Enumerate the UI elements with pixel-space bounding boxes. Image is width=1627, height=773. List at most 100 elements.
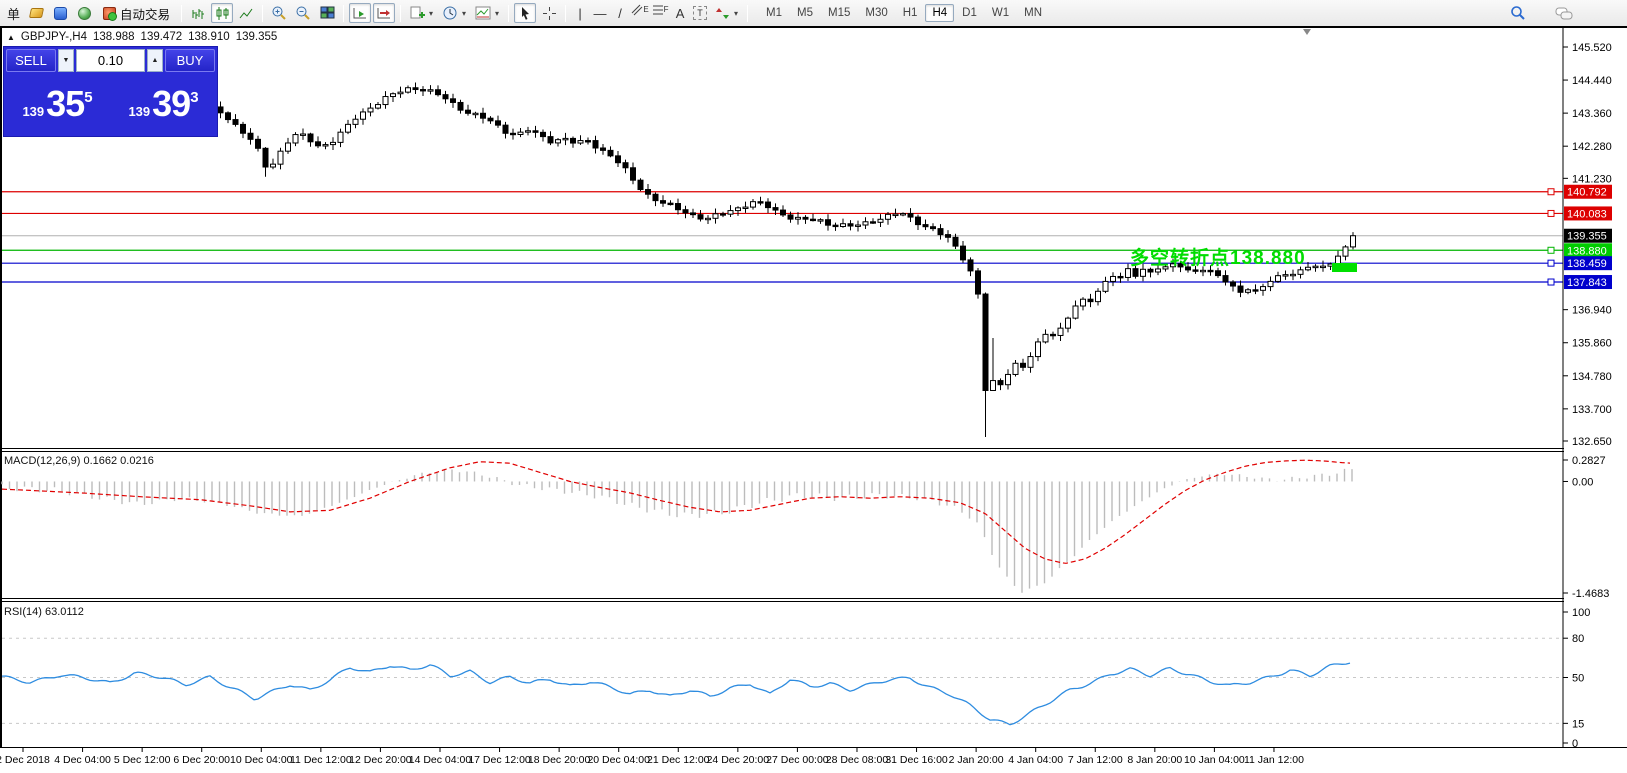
time-axis-label[interactable]: 18 Dec 20:00 bbox=[528, 754, 591, 766]
candle-bearish bbox=[262, 147, 269, 168]
text-label-tool[interactable]: T bbox=[691, 3, 709, 23]
candle-bearish bbox=[217, 106, 224, 114]
bar-chart-mode-button[interactable] bbox=[187, 3, 209, 23]
time-axis-label[interactable]: 27 Dec 00:00 bbox=[766, 754, 829, 766]
new-order-button[interactable]: 单 bbox=[7, 6, 21, 22]
crosshair-tool-button[interactable] bbox=[538, 3, 560, 23]
chevron-down-icon[interactable]: ▾ bbox=[429, 8, 434, 18]
market-icon[interactable] bbox=[25, 3, 47, 23]
line-handle[interactable] bbox=[1547, 246, 1555, 254]
template-icon bbox=[475, 6, 491, 20]
chart-shift-button[interactable] bbox=[373, 3, 396, 23]
volume-increase-button[interactable]: ▲ bbox=[147, 49, 163, 72]
time-axis-label[interactable]: 4 Dec 04:00 bbox=[54, 754, 111, 766]
timeframe-button-d1[interactable]: D1 bbox=[962, 7, 977, 19]
price-axis-label: 145.520 bbox=[1572, 42, 1612, 54]
candle-bearish bbox=[1252, 289, 1259, 292]
candlestick-mode-button[interactable] bbox=[211, 3, 234, 23]
text-tool[interactable]: A bbox=[675, 5, 685, 21]
candle-bullish bbox=[1042, 333, 1049, 343]
chevron-down-icon[interactable]: ▾ bbox=[462, 8, 467, 18]
time-axis-label[interactable]: 11 Jan 12:00 bbox=[1244, 754, 1304, 766]
price-axis-bg[interactable] bbox=[1564, 28, 1627, 747]
blue-app-icon bbox=[53, 6, 67, 20]
toolbar-separator bbox=[508, 4, 510, 22]
time-axis-label[interactable]: 14 Dec 04:00 bbox=[409, 754, 472, 766]
time-axis-label[interactable]: 24 Dec 20:00 bbox=[707, 754, 770, 766]
candle-bearish bbox=[652, 193, 659, 202]
chevron-down-icon[interactable]: ▾ bbox=[495, 8, 500, 18]
panel-separator[interactable] bbox=[0, 601, 1627, 602]
auto-scroll-button[interactable] bbox=[349, 3, 372, 23]
trendline-tool[interactable]: / bbox=[618, 5, 622, 21]
chat-button[interactable] bbox=[1553, 3, 1575, 23]
vertical-line-tool[interactable]: | bbox=[578, 5, 582, 21]
time-axis-label[interactable]: 20 Dec 04:00 bbox=[587, 754, 650, 766]
candle-bearish bbox=[465, 109, 471, 114]
zoom-in-button[interactable] bbox=[268, 3, 290, 23]
time-axis-label[interactable]: 12 Dec 20:00 bbox=[349, 754, 412, 766]
new-indicator-button[interactable] bbox=[406, 3, 428, 23]
time-axis-label[interactable]: 8 Jan 20:00 bbox=[1127, 754, 1182, 766]
line-handle[interactable] bbox=[1547, 278, 1555, 286]
metaeditor-icon[interactable] bbox=[49, 3, 71, 23]
line-handle[interactable] bbox=[1547, 209, 1555, 217]
time-axis-label[interactable]: 31 Dec 16:00 bbox=[885, 754, 948, 766]
time-axis-label[interactable]: 7 Jan 12:00 bbox=[1068, 754, 1123, 766]
time-axis-label[interactable]: 2 Dec 2018 bbox=[0, 754, 50, 766]
timeframe-button-h1[interactable]: H1 bbox=[902, 7, 918, 19]
time-axis-label[interactable]: 21 Dec 12:00 bbox=[647, 754, 710, 766]
chevron-down-icon[interactable]: ▾ bbox=[734, 8, 739, 18]
arrows-tool-button[interactable] bbox=[711, 3, 733, 23]
time-axis-label[interactable]: 10 Jan 04:00 bbox=[1184, 754, 1245, 766]
sell-price-display[interactable]: 139 35 5 bbox=[6, 74, 109, 134]
periods-button[interactable] bbox=[439, 3, 461, 23]
timeframe-button-m5[interactable]: M5 bbox=[797, 7, 813, 19]
panel-separator[interactable] bbox=[0, 448, 1627, 449]
time-axis-label[interactable]: 6 Dec 20:00 bbox=[173, 754, 230, 766]
candle-bearish bbox=[907, 213, 914, 218]
sell-button[interactable]: SELL bbox=[6, 49, 56, 72]
buy-button[interactable]: BUY bbox=[165, 49, 215, 72]
line-chart-mode-button[interactable] bbox=[235, 3, 257, 23]
line-handle[interactable] bbox=[1547, 188, 1555, 196]
time-axis-label[interactable]: 2 Jan 20:00 bbox=[949, 754, 1004, 766]
buy-price-display[interactable]: 139 39 3 bbox=[112, 74, 215, 134]
cursor-tool-button[interactable] bbox=[514, 3, 537, 23]
candle-bullish bbox=[1282, 274, 1289, 277]
time-axis-label[interactable]: 11 Dec 12:00 bbox=[290, 754, 352, 766]
horizontal-line-tool[interactable]: — bbox=[593, 5, 607, 21]
panel-separator[interactable] bbox=[0, 598, 1627, 599]
fibonacci-tool[interactable]: F bbox=[651, 3, 669, 23]
signals-icon[interactable] bbox=[73, 3, 95, 23]
timeframe-button-m1[interactable]: M1 bbox=[766, 7, 783, 19]
channel-tool[interactable]: E bbox=[631, 3, 649, 23]
collapse-trade-panel-icon[interactable]: ▲ bbox=[7, 32, 15, 42]
time-axis-label[interactable]: 17 Dec 12:00 bbox=[468, 754, 531, 766]
time-axis-label[interactable]: 4 Jan 04:00 bbox=[1008, 754, 1063, 766]
timeframe-button-mn[interactable]: MN bbox=[1024, 7, 1042, 19]
timeframe-button-m15[interactable]: M15 bbox=[828, 7, 851, 19]
candle-bullish bbox=[1027, 356, 1034, 368]
timeframe-button-h4[interactable]: H4 bbox=[925, 4, 955, 22]
candle-bullish bbox=[840, 223, 846, 227]
time-axis-label[interactable]: 28 Dec 08:00 bbox=[826, 754, 889, 766]
time-axis-label[interactable]: 5 Dec 12:00 bbox=[114, 754, 171, 766]
volume-input[interactable]: 0.10 bbox=[76, 49, 145, 72]
time-axis-label[interactable]: 10 Dec 04:00 bbox=[230, 754, 293, 766]
tile-windows-button[interactable] bbox=[316, 3, 338, 23]
candle-bearish bbox=[960, 245, 966, 261]
auto-trading-button[interactable]: 自动交易 bbox=[97, 2, 176, 25]
zoom-out-button[interactable] bbox=[292, 3, 314, 23]
line-handle[interactable] bbox=[1547, 259, 1555, 267]
volume-decrease-button[interactable]: ▼ bbox=[58, 49, 74, 72]
panel-separator[interactable] bbox=[0, 451, 1627, 452]
turn-point-annotation[interactable]: 多空转折点138.880 bbox=[1130, 248, 1306, 269]
templates-button[interactable] bbox=[472, 3, 494, 23]
candle-bearish bbox=[615, 155, 621, 164]
price-level-tag-bg bbox=[1564, 256, 1612, 271]
timeframe-button-m30[interactable]: M30 bbox=[865, 7, 888, 19]
search-button[interactable] bbox=[1507, 3, 1529, 23]
timeframe-button-w1[interactable]: W1 bbox=[991, 7, 1010, 19]
